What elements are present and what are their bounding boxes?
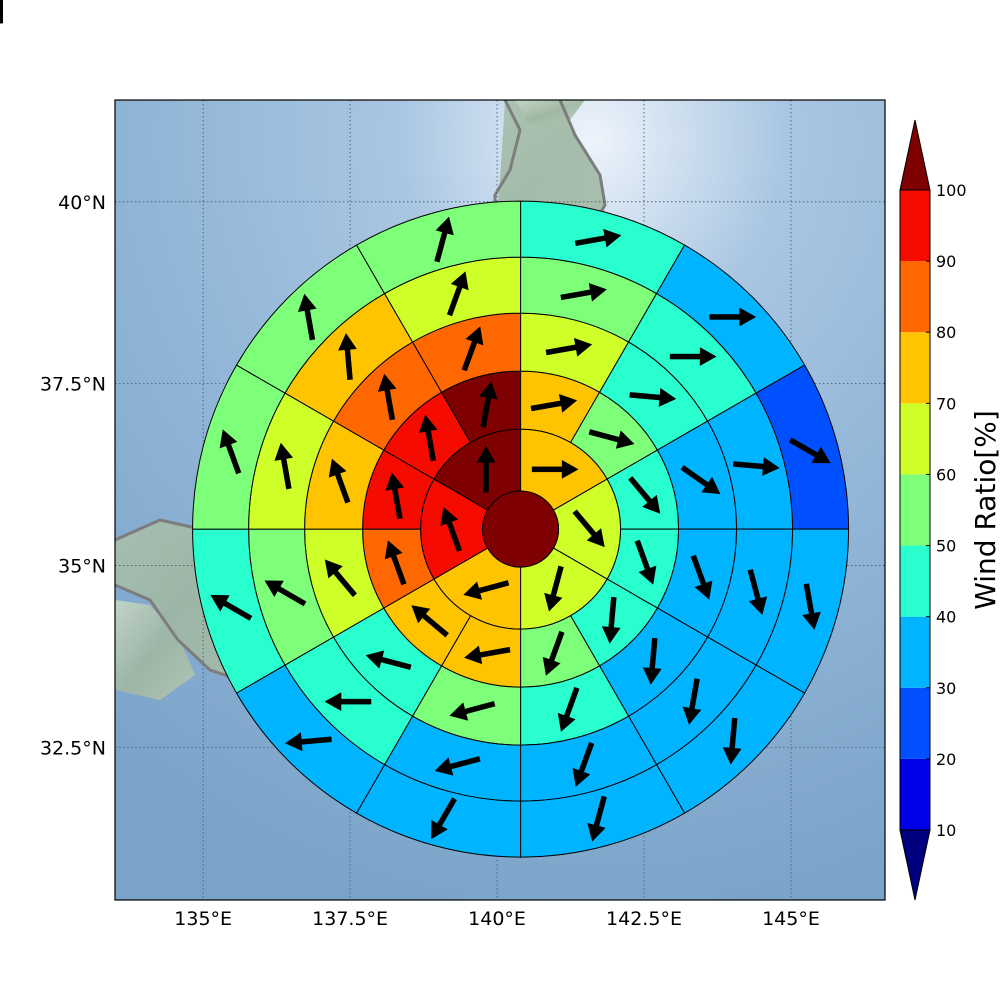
map-frame [114,99,886,901]
wind-arrow [324,692,372,712]
wind-arrow [587,795,607,842]
wind-arrow [572,741,595,787]
colorbar-tick-label: 70 [936,394,956,413]
colorbar-segment [900,261,930,333]
x-tick-label: 142.5°E [606,908,682,930]
colorbar-tick-label: 90 [936,252,956,271]
center-disk [482,490,560,568]
colorbar-extend-max [899,119,931,191]
colorbar-tick-label: 80 [936,323,956,342]
wind-arrow [629,388,677,407]
wind-arrow [377,373,397,421]
wind-arrow [384,540,407,586]
x-tick-label: 145°E [762,908,820,930]
colorbar-tick-label: 60 [936,465,956,484]
x-tick-label: 137.5°E [312,908,388,930]
wind-arrow [545,338,593,357]
wind-arrow [418,414,438,462]
wind-arrow [601,596,621,644]
colorbar-frame [899,189,931,831]
wind-arrow [628,476,661,514]
colorbar-title: Wind Ratio[%] [969,410,1000,610]
wind-arrow [449,701,496,721]
wind-arrow [264,580,307,607]
y-tick-label: 40°N [58,192,106,214]
wind-arrow [461,326,484,372]
wind-arrow [324,559,357,598]
wind-arrow [574,228,622,248]
colorbar-tick-label: 10 [936,821,956,840]
wind-arrow [560,282,607,302]
wind-arrow [297,293,317,341]
colorbar-segment [900,687,930,759]
colorbar-segment [900,474,930,546]
y-tick-label: 32.5°N [40,737,106,759]
y-tick-label: 35°N [58,555,106,577]
wind-arrow [434,216,454,263]
wind-arrow [722,717,742,765]
wind-arrow [0,0,3,24]
x-tick-labels: 135°E 137.5°E 140°E 142.5°E 145°E [174,908,820,930]
colorbar-tick-label: 30 [936,679,956,698]
colorbar-extend-min [899,829,931,901]
wind-arrow [530,394,578,413]
wind-arrow [219,429,242,475]
wind-arrow [431,797,457,840]
colorbar-segment [900,332,930,404]
wind-arrow [274,442,293,490]
wind-arrow [434,756,481,776]
wind-arrow [385,472,405,520]
wind-arrow [531,459,579,479]
wind-arrow [338,333,357,380]
wind-arrow [732,457,780,476]
wind-arrow [544,565,564,612]
wind-arrow [285,732,332,752]
wind-arrow [365,650,412,670]
wind-arrow [557,686,580,732]
wind-arrow [680,465,721,495]
wind-arrow [440,506,463,552]
wind-arrow [642,637,662,685]
colorbar-segment [900,545,930,617]
wind-arrow [542,630,565,676]
x-tick-label: 140°E [468,908,526,930]
wind-arrow [328,458,351,504]
wind-arrow [669,347,717,366]
wind-arrow [802,583,821,630]
x-tick-label: 135°E [174,908,232,930]
colorbar-tick-label: 100 [936,181,967,200]
wind-arrow [479,381,498,428]
wind-arrow [446,271,469,317]
colorbar-tick-label: 20 [936,750,956,769]
colorbar-segment [900,616,930,688]
colorbar-segment [900,403,930,475]
wind-arrow [682,678,702,725]
wind-arrow [476,445,496,493]
colorbar-tick-label: 40 [936,608,956,627]
wind-arrow [747,569,768,615]
wind-arrow [210,594,253,621]
colorbar-tick-label: 50 [936,537,956,556]
colorbar: 10 20 30 40 50 60 70 80 90 100 [899,119,967,901]
land-shikoku [115,600,195,700]
wind-arrow [572,509,605,548]
wind-arrow [588,429,635,449]
wind-arrow [690,554,713,600]
wind-arrow [411,605,449,638]
wind-arrow [464,645,511,665]
wind-arrow [634,539,657,585]
y-tick-labels: 40°N 37.5°N 35°N 32.5°N [40,192,106,759]
wind-arrows [0,0,831,842]
y-tick-label: 37.5°N [40,374,106,396]
wind-arrow [463,580,510,600]
map-axes: 135°E 137.5°E 140°E 142.5°E 145°E 40°N 37.5°N… [0,0,886,930]
colorbar-segment [900,190,930,262]
wind-sectors [193,201,850,858]
colorbar-segment [900,758,930,830]
wind-arrow [709,307,757,327]
wind-arrow [788,437,831,464]
